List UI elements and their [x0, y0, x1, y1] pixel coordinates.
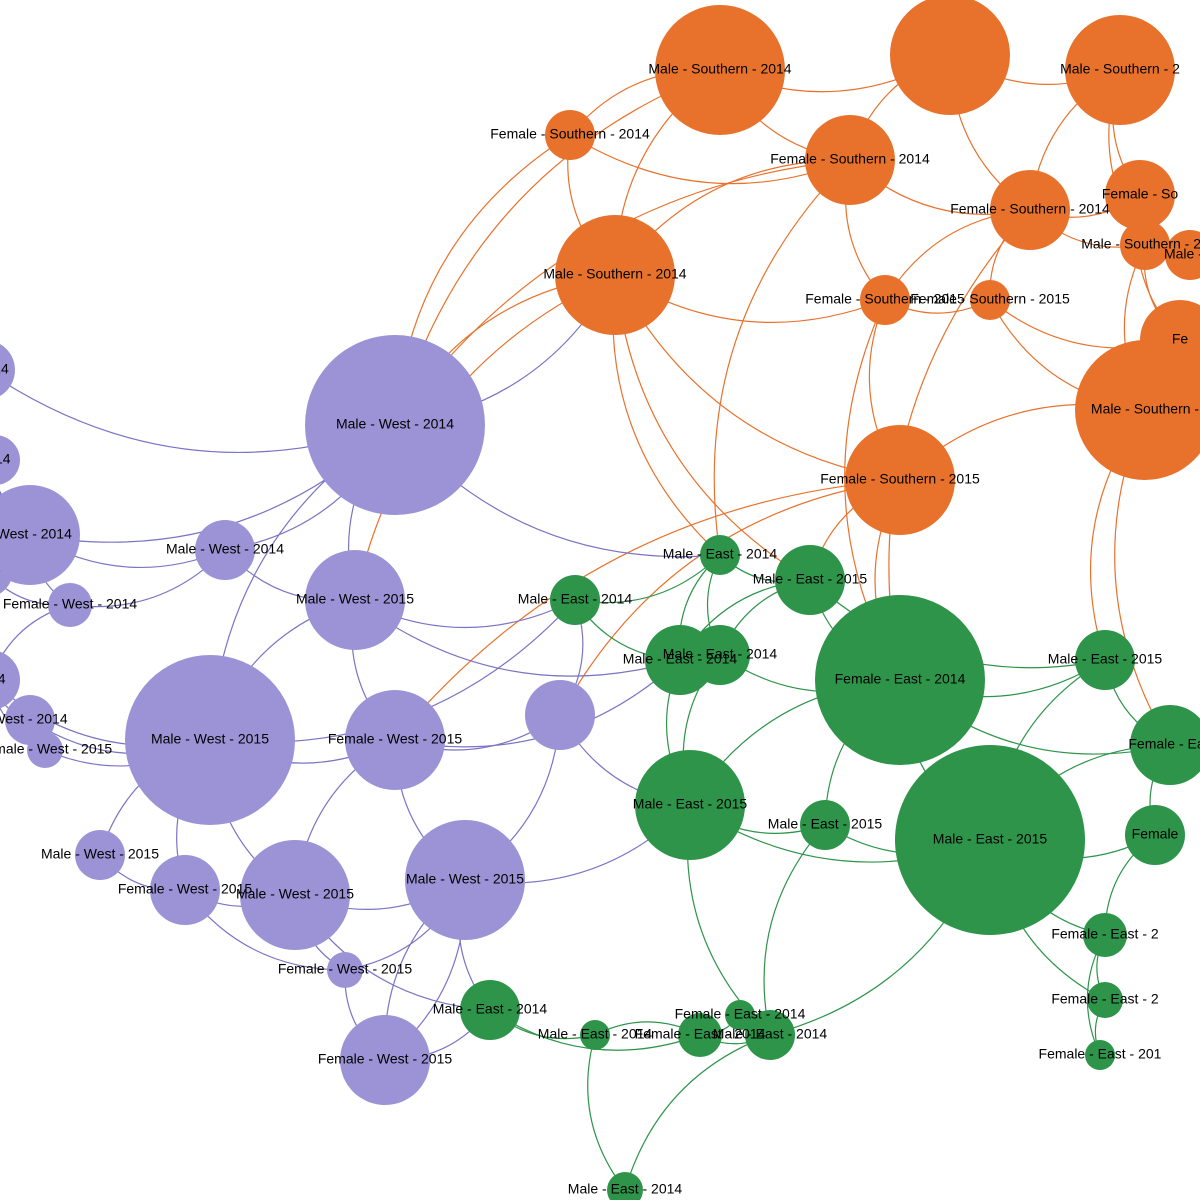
node-circle[interactable]	[580, 1020, 610, 1050]
node-circle[interactable]	[990, 170, 1070, 250]
node-circle[interactable]	[607, 1172, 643, 1200]
node-circle[interactable]	[678, 1013, 722, 1057]
node-circle[interactable]	[75, 830, 125, 880]
node-circle[interactable]	[327, 952, 363, 988]
node-circle[interactable]	[805, 115, 895, 205]
node-circle[interactable]	[1125, 805, 1185, 865]
node-circle[interactable]	[27, 732, 63, 768]
node-circle[interactable]	[845, 425, 955, 535]
node-circle[interactable]	[775, 545, 845, 615]
edge	[625, 1035, 770, 1190]
nodes-layer	[0, 0, 1200, 1200]
network-diagram: Male - Southern - 2014Female - Southern …	[0, 0, 1200, 1200]
edge	[714, 160, 850, 555]
node-circle[interactable]	[700, 535, 740, 575]
node-circle[interactable]	[0, 435, 20, 485]
node-circle[interactable]	[635, 750, 745, 860]
node-circle[interactable]	[550, 575, 600, 625]
node-circle[interactable]	[1130, 705, 1200, 785]
node-circle[interactable]	[1105, 160, 1175, 230]
node-circle[interactable]	[545, 110, 595, 160]
node-circle[interactable]	[555, 215, 675, 335]
node-circle[interactable]	[125, 655, 295, 825]
node-circle[interactable]	[890, 0, 1010, 115]
node-circle[interactable]	[150, 855, 220, 925]
node-circle[interactable]	[195, 520, 255, 580]
node-circle[interactable]	[1085, 1040, 1115, 1070]
node-circle[interactable]	[1120, 220, 1170, 270]
node-circle[interactable]	[48, 583, 92, 627]
node-circle[interactable]	[305, 335, 485, 515]
node-circle[interactable]	[800, 800, 850, 850]
node-circle[interactable]	[240, 840, 350, 950]
node-circle[interactable]	[340, 1015, 430, 1105]
node-circle[interactable]	[815, 595, 985, 765]
node-circle[interactable]	[970, 280, 1010, 320]
node-circle[interactable]	[655, 5, 785, 135]
edge	[355, 600, 680, 676]
node-circle[interactable]	[345, 690, 445, 790]
edge	[588, 1035, 625, 1190]
node-circle[interactable]	[1087, 982, 1123, 1018]
node-circle[interactable]	[1075, 340, 1200, 480]
node-circle[interactable]	[1165, 230, 1200, 280]
node-circle[interactable]	[405, 820, 525, 940]
node-circle[interactable]	[460, 980, 520, 1040]
node-circle[interactable]	[1083, 913, 1127, 957]
node-circle[interactable]	[895, 745, 1085, 935]
node-circle[interactable]	[690, 625, 750, 685]
node-circle[interactable]	[1075, 630, 1135, 690]
node-circle[interactable]	[305, 550, 405, 650]
node-circle[interactable]	[525, 680, 595, 750]
node-circle[interactable]	[1065, 15, 1175, 125]
node-circle[interactable]	[725, 1000, 755, 1030]
node-circle[interactable]	[860, 275, 910, 325]
node-circle[interactable]	[0, 340, 15, 400]
